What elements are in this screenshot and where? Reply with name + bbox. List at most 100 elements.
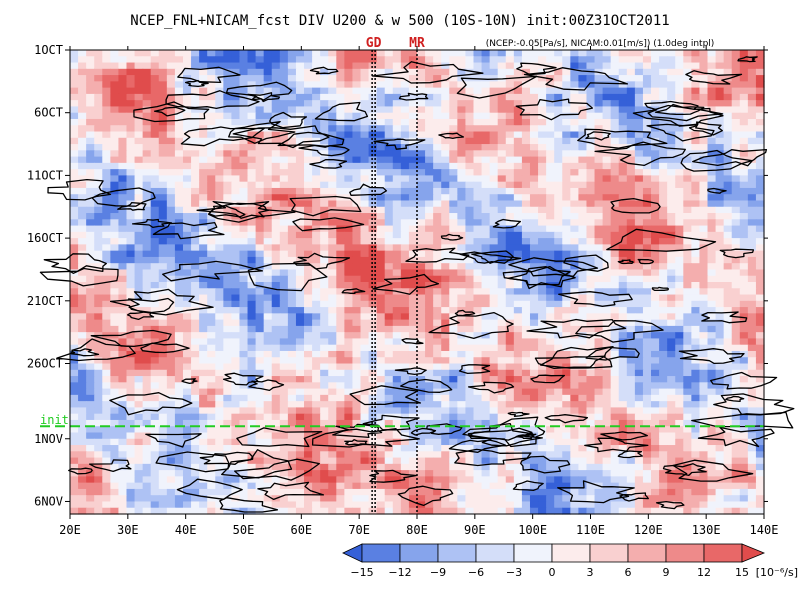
heatmap-cell: [384, 162, 394, 170]
heatmap-cell: [368, 363, 378, 371]
heatmap-cell: [231, 401, 241, 409]
heatmap-cell: [546, 87, 555, 95]
heatmap-cell: [199, 162, 208, 170]
heatmap-cell: [546, 81, 555, 89]
heatmap-cell: [675, 81, 684, 89]
heatmap-cell: [400, 206, 410, 214]
heatmap-cell: [158, 118, 168, 126]
heatmap-cell: [651, 332, 660, 340]
heatmap-cell: [441, 244, 450, 252]
heatmap-cell: [521, 93, 531, 101]
heatmap-cell: [70, 62, 79, 70]
heatmap-cell: [408, 181, 418, 189]
heatmap-cell: [675, 131, 684, 139]
heatmap-cell: [707, 256, 717, 264]
heatmap-cell: [465, 307, 475, 314]
heatmap-cell: [271, 56, 281, 64]
heatmap-cell: [78, 62, 87, 70]
heatmap-cell: [336, 106, 345, 114]
heatmap-cell: [78, 338, 87, 346]
heatmap-cell: [747, 68, 757, 76]
heatmap-cell: [529, 244, 539, 252]
heatmap-cell: [215, 162, 224, 170]
heatmap-cell: [586, 137, 596, 145]
heatmap-cell: [449, 363, 458, 371]
heatmap-cell: [489, 369, 499, 377]
heatmap-cell: [134, 407, 144, 415]
heatmap-cell: [570, 206, 579, 214]
heatmap-cell: [344, 382, 354, 390]
heatmap-cell: [449, 401, 458, 409]
heatmap-cell: [602, 125, 612, 133]
heatmap-cell: [675, 407, 684, 415]
heatmap-cell: [691, 388, 701, 396]
heatmap-cell: [231, 219, 241, 227]
heatmap-cell: [417, 307, 426, 314]
heatmap-cell: [352, 68, 362, 76]
heatmap-cell: [554, 282, 563, 289]
heatmap-cell: [191, 206, 200, 214]
heatmap-cell: [538, 62, 547, 70]
heatmap-cell: [126, 307, 136, 314]
heatmap-cell: [408, 169, 418, 177]
heatmap-cell: [529, 357, 539, 365]
heatmap-cell: [86, 125, 95, 133]
heatmap-cell: [295, 75, 305, 82]
heatmap-cell: [384, 282, 394, 289]
heatmap-cell: [86, 81, 95, 89]
heatmap-cell: [102, 350, 111, 358]
heatmap-cell: [239, 288, 249, 296]
heatmap-cell: [279, 56, 289, 64]
heatmap-cell: [295, 175, 305, 183]
heatmap-cell: [150, 369, 160, 377]
heatmap-cell: [465, 62, 475, 70]
heatmap-cell: [126, 332, 136, 340]
heatmap-cell: [191, 238, 200, 245]
heatmap-cell: [400, 350, 410, 358]
heatmap-cell: [287, 56, 297, 64]
heatmap-cell: [667, 307, 676, 314]
heatmap-cell: [118, 282, 128, 289]
heatmap-cell: [336, 137, 345, 145]
heatmap-cell: [263, 238, 273, 245]
heatmap-cell: [570, 118, 579, 126]
heatmap-cell: [400, 150, 410, 158]
heatmap-cell: [473, 332, 483, 340]
heatmap-cell: [417, 263, 426, 271]
heatmap-cell: [150, 175, 160, 183]
heatmap-cell: [610, 250, 620, 258]
heatmap-cell: [529, 175, 539, 183]
heatmap-cell: [675, 200, 684, 208]
heatmap-cell: [546, 269, 555, 277]
heatmap-cell: [174, 106, 184, 114]
heatmap-cell: [667, 68, 676, 76]
heatmap-cell: [667, 363, 676, 371]
heatmap-cell: [150, 213, 160, 220]
heatmap-cell: [554, 219, 563, 227]
heatmap-cell: [263, 325, 273, 333]
heatmap-cell: [336, 244, 345, 252]
heatmap-cell: [336, 407, 345, 415]
heatmap-cell: [683, 369, 692, 377]
heatmap-cell: [304, 181, 313, 189]
heatmap-cell: [739, 313, 749, 321]
heatmap-cell: [255, 118, 265, 126]
heatmap-cell: [392, 87, 402, 95]
heatmap-cell: [199, 213, 208, 220]
heatmap-cell: [223, 93, 232, 101]
heatmap-cell: [255, 344, 265, 352]
heatmap-cell: [570, 244, 579, 252]
heatmap-cell: [126, 131, 136, 139]
heatmap-cell: [602, 219, 612, 227]
heatmap-cell: [271, 131, 281, 139]
heatmap-cell: [546, 131, 555, 139]
heatmap-cell: [667, 288, 676, 296]
heatmap-cell: [304, 169, 313, 177]
heatmap-cell: [287, 376, 297, 383]
heatmap-cell: [481, 137, 491, 145]
heatmap-cell: [465, 294, 475, 302]
heatmap-cell: [489, 144, 499, 151]
heatmap-cell: [747, 213, 757, 220]
heatmap-cell: [441, 68, 450, 76]
heatmap-cell: [102, 93, 111, 101]
